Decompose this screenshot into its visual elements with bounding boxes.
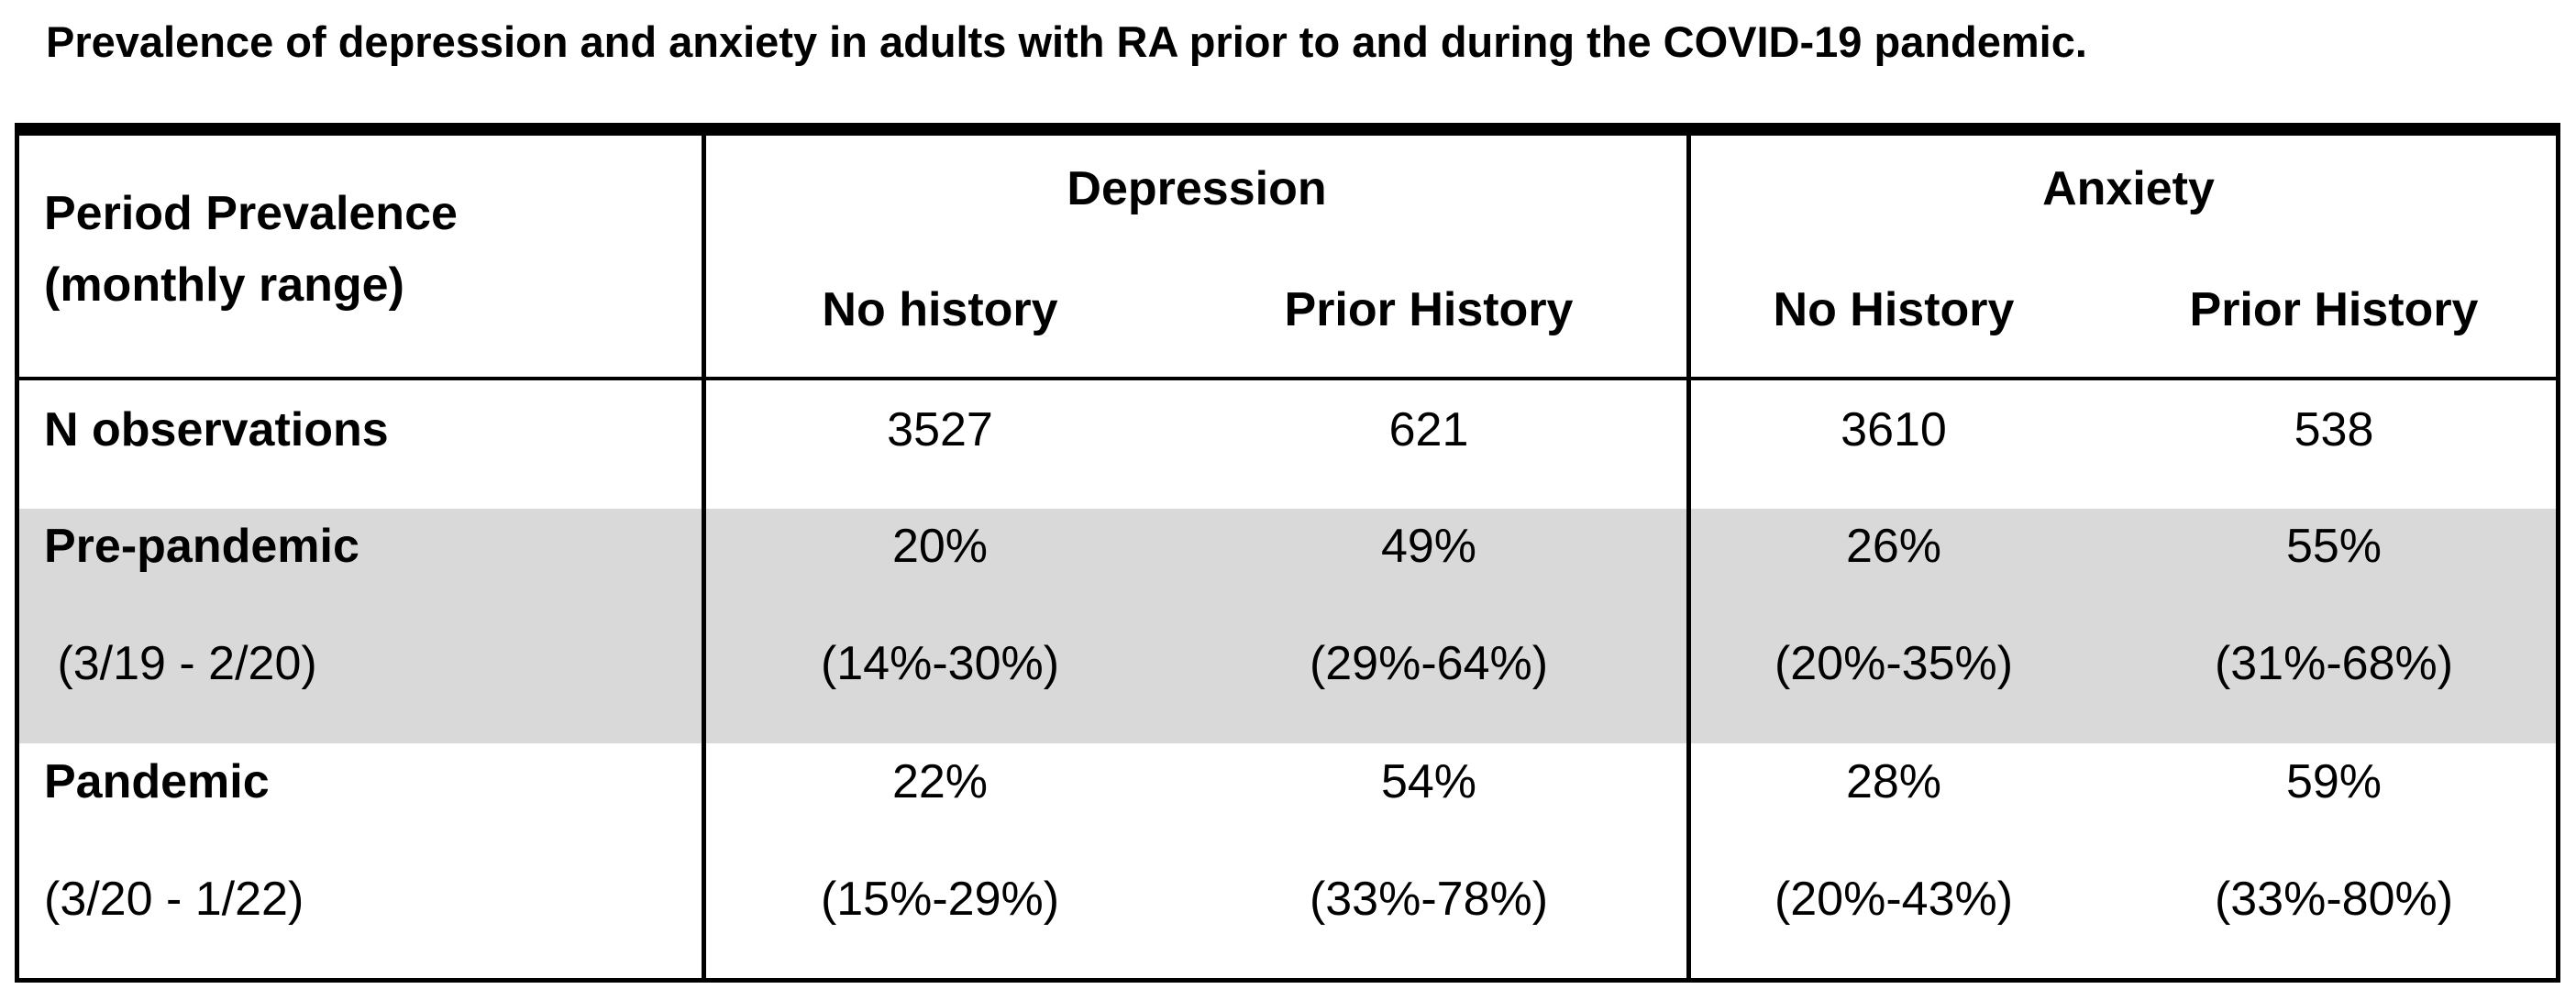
table-title: Prevalence of depression and anxiety in … (46, 17, 2087, 66)
row-sublabel-pre-pandemic: (3/19 - 2/20) (44, 637, 317, 690)
column-header-depression-prior-history: Prior History (1284, 283, 1574, 336)
row-sublabel-pandemic: (3/20 - 1/22) (44, 873, 304, 926)
cell-pandemic-depression-prior-history: 54% (1380, 755, 1477, 808)
range-pandemic-depression-no-history: (15%-29%) (820, 873, 1060, 926)
cell-pre-depression-prior-history: 49% (1380, 520, 1477, 573)
range-pandemic-anxiety-no-history: (20%-43%) (1774, 873, 2014, 926)
column-divider-2 (1686, 136, 1691, 978)
range-pre-depression-no-history: (14%-30%) (820, 637, 1060, 690)
range-pre-anxiety-no-history: (20%-35%) (1774, 637, 2014, 690)
cell-pre-anxiety-no-history: 26% (1845, 520, 1942, 573)
cell-pandemic-anxiety-prior-history: 59% (2285, 755, 2383, 808)
cell-n-depression-prior-history: 621 (1388, 403, 1469, 456)
cell-n-depression-no-history: 3527 (887, 403, 993, 456)
range-pre-depression-prior-history: (29%-64%) (1309, 637, 1549, 690)
range-pandemic-depression-prior-history: (33%-78%) (1309, 873, 1549, 926)
cell-n-anxiety-prior-history: 538 (2294, 403, 2374, 456)
cell-pandemic-anxiety-no-history: 28% (1845, 755, 1942, 808)
cell-pre-anxiety-prior-history: 55% (2285, 520, 2383, 573)
group-header-depression: Depression (1067, 162, 1327, 215)
shaded-row-band (19, 509, 2556, 743)
row-label-pre-pandemic: Pre-pandemic (44, 520, 359, 573)
cell-n-anxiety-no-history: 3610 (1841, 403, 1947, 456)
corner-header-line1: Period Prevalence (44, 187, 458, 240)
column-divider-1 (702, 136, 706, 978)
corner-header-line2: (monthly range) (44, 258, 404, 312)
cell-pre-depression-no-history: 20% (891, 520, 989, 573)
row-label-n-observations: N observations (44, 403, 389, 456)
prevalence-table: Period Prevalence (monthly range) Depres… (15, 123, 2560, 983)
column-header-anxiety-prior-history: Prior History (2189, 283, 2479, 336)
header-divider (19, 377, 2556, 380)
range-pre-anxiety-prior-history: (31%-68%) (2214, 637, 2454, 690)
group-header-anxiety: Anxiety (2042, 162, 2215, 215)
cell-pandemic-depression-no-history: 22% (891, 755, 989, 808)
row-label-pandemic: Pandemic (44, 755, 270, 808)
column-header-depression-no-history: No history (822, 283, 1058, 336)
column-header-anxiety-no-history: No History (1773, 283, 2015, 336)
range-pandemic-anxiety-prior-history: (33%-80%) (2214, 873, 2454, 926)
